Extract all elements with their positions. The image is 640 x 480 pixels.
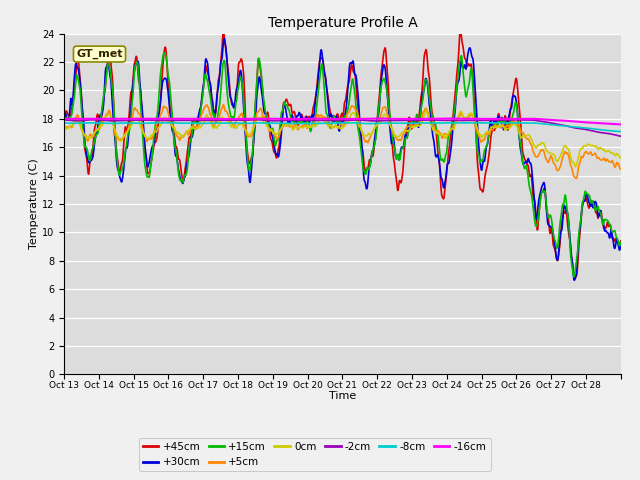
+45cm [328,114,335,120]
-16cm [328,116,335,122]
+30cm [328,114,336,120]
+30cm [60,115,68,120]
-16cm [376,116,383,121]
+5cm [147,136,155,142]
-2cm [617,133,625,139]
+30cm [220,36,228,41]
+30cm [570,277,578,283]
+45cm [456,26,464,32]
-16cm [617,121,625,127]
Line: +30cm: +30cm [64,38,621,280]
-2cm [147,117,155,123]
Title: Temperature Profile A: Temperature Profile A [268,16,417,30]
-2cm [328,118,336,123]
-2cm [474,118,482,123]
-16cm [610,121,618,127]
0cm [572,164,579,169]
Text: GT_met: GT_met [76,49,123,59]
+45cm [147,160,155,166]
0cm [617,155,625,161]
-2cm [556,122,563,128]
-16cm [147,116,155,122]
+30cm [617,243,625,249]
X-axis label: Time: Time [329,391,356,401]
-16cm [556,118,563,123]
0cm [422,108,430,114]
-16cm [474,116,482,121]
Line: -2cm: -2cm [64,120,621,136]
+5cm [317,112,325,118]
+30cm [317,48,325,53]
-2cm [610,132,618,138]
-8cm [147,120,155,126]
-8cm [617,129,625,134]
-8cm [347,120,355,126]
+15cm [556,226,563,231]
-16cm [60,116,68,122]
+15cm [317,62,325,68]
+45cm [611,238,618,243]
+30cm [147,149,155,155]
+15cm [474,151,482,156]
+30cm [474,130,482,136]
Line: +15cm: +15cm [64,53,621,277]
Line: -8cm: -8cm [64,123,621,132]
+5cm [611,163,618,168]
+5cm [474,131,482,137]
-16cm [317,116,325,121]
+15cm [570,274,578,280]
-2cm [317,118,325,123]
+15cm [328,120,336,125]
+45cm [60,116,68,121]
-8cm [317,120,325,126]
+5cm [617,166,625,172]
Line: +5cm: +5cm [64,105,621,179]
+5cm [572,176,580,181]
0cm [328,125,335,131]
0cm [474,128,482,133]
0cm [147,132,155,138]
Legend: +45cm, +30cm, +15cm, +5cm, 0cm, -2cm, -8cm, -16cm: +45cm, +30cm, +15cm, +5cm, 0cm, -2cm, -8… [138,438,490,471]
+45cm [317,55,325,60]
0cm [317,115,325,120]
-2cm [60,117,68,123]
Line: 0cm: 0cm [64,111,621,167]
+45cm [474,164,482,170]
0cm [556,155,563,161]
+15cm [161,50,169,56]
0cm [60,124,68,130]
0cm [611,152,618,157]
+5cm [60,124,68,130]
+5cm [328,126,336,132]
Line: +45cm: +45cm [64,29,621,279]
-8cm [610,128,618,134]
+45cm [556,245,563,251]
Line: -16cm: -16cm [64,119,621,124]
+5cm [203,102,211,108]
+15cm [611,228,618,234]
+45cm [571,276,579,282]
-8cm [474,120,482,126]
-8cm [328,120,335,126]
+15cm [617,240,625,245]
+15cm [60,116,68,121]
-2cm [252,117,260,122]
+30cm [611,245,618,251]
+45cm [617,238,625,244]
-8cm [556,122,563,128]
+5cm [556,165,563,171]
Y-axis label: Temperature (C): Temperature (C) [29,158,39,250]
+15cm [147,160,155,166]
+30cm [556,240,563,245]
-8cm [60,120,68,126]
